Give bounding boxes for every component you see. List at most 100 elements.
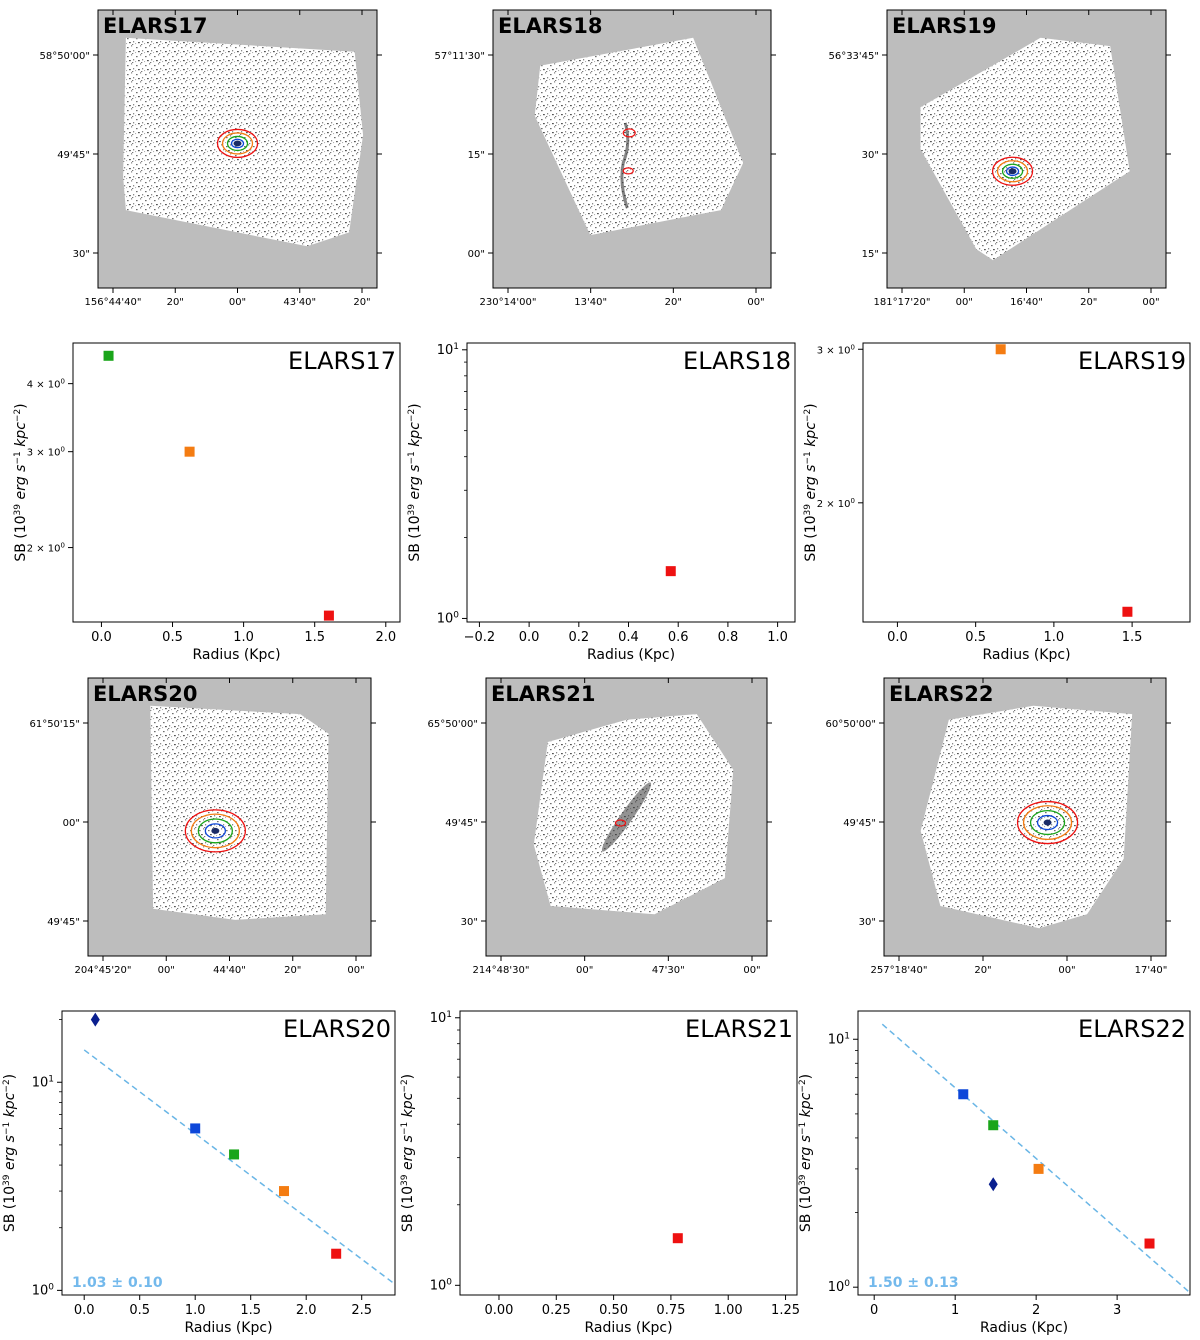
dec-tick-label: 15" <box>862 249 879 260</box>
ra-tick-label: 20" <box>1080 297 1097 308</box>
contour-green <box>1029 810 1066 836</box>
dec-tick-label: 15" <box>468 150 485 161</box>
x-axis-label: Radius (Kpc) <box>192 647 280 663</box>
ra-tick-label: 00" <box>347 965 364 976</box>
image-panel-elars19: 181°17'20" 00" 16'40" 20" 00" 56°33'45" 30" 15"… <box>828 9 1171 308</box>
x-axis-label: Radius (Kpc) <box>982 647 1070 663</box>
dec-tick-label: 49'45" <box>843 818 876 829</box>
plot-frame <box>459 1010 798 1296</box>
y-tick-label: 3 × 100 <box>27 446 65 459</box>
x-tick-label: 0.4 <box>618 630 639 645</box>
dec-tick-label: 30" <box>862 150 879 161</box>
ra-tick-label: 00" <box>1058 965 1075 976</box>
dec-tick-label: 30" <box>73 249 90 260</box>
panel-title: ELARS18 <box>683 347 791 375</box>
scatter-panel-elars22: 0 1 2 3 100 101 Radius (Kpc) SB (1039 erg s−1 k… <box>798 1010 1191 1336</box>
ra-tick-label: 20" <box>353 297 370 308</box>
contour-blue <box>204 823 227 839</box>
data-point-green-square <box>988 1120 999 1131</box>
contour-red <box>991 156 1034 186</box>
x-axis-label: Radius (Kpc) <box>980 1320 1068 1336</box>
x-axis-label: Radius (Kpc) <box>184 1320 272 1336</box>
dec-tick-label: 00" <box>468 249 485 260</box>
contour-red <box>622 167 634 175</box>
x-tick-label: 0.0 <box>91 630 112 645</box>
x-tick-label: 2.5 <box>351 1303 372 1318</box>
x-tick-label: 2 <box>1032 1303 1040 1318</box>
y-axis-label: SB (1039 erg s−1 kpc−2) <box>798 1074 814 1232</box>
x-tick-label: 0.50 <box>599 1303 628 1318</box>
galaxy-core <box>1008 168 1017 175</box>
panel-title: ELARS20 <box>93 682 198 706</box>
data-point-orange-square <box>279 1186 289 1197</box>
y-axis-label: SB (1039 erg s−1 kpc−2) <box>803 403 819 561</box>
x-tick-label: 1.0 <box>1044 630 1065 645</box>
image-panel-elars17: 156°44'40" 20" 00" 43'40" 20" 58°50'00" 49'45"… <box>39 9 382 308</box>
contour-red <box>622 128 636 138</box>
ra-tick-label: 00" <box>747 297 764 308</box>
x-tick-label: 0.2 <box>568 630 589 645</box>
detector-footprint <box>920 37 1130 261</box>
dec-tick-label: 60°50'00" <box>825 719 876 730</box>
galaxy-core <box>1043 819 1052 826</box>
x-tick-label: 1.25 <box>771 1303 800 1318</box>
contour-green <box>226 135 249 152</box>
fit-line <box>881 1023 1191 1294</box>
x-tick-label: 0 <box>870 1303 878 1318</box>
y-tick-label: 100 <box>430 1277 453 1293</box>
panel-title: ELARS18 <box>498 14 603 38</box>
fit-line <box>83 1049 396 1285</box>
detector-footprint <box>534 37 744 236</box>
ra-tick-label: 181°17'20" <box>874 297 931 308</box>
data-point-orange-square <box>995 344 1006 355</box>
plot-frame <box>857 1010 1191 1296</box>
data-point-red-square <box>331 1248 342 1259</box>
ra-tick-label: 20" <box>665 297 682 308</box>
ra-tick-label: 17'40" <box>1135 965 1168 976</box>
galaxy-streak <box>620 122 630 209</box>
panel-title: ELARS19 <box>892 14 997 38</box>
plot-frame <box>72 342 401 623</box>
panel-title: ELARS21 <box>491 682 596 706</box>
data-point-orange-square <box>1033 1163 1044 1174</box>
x-tick-label: −0.2 <box>464 630 496 645</box>
data-point-navy-diamond <box>90 1012 100 1027</box>
data-point-red-square <box>1122 606 1133 617</box>
y-tick-label: 101 <box>430 1010 452 1026</box>
data-point-navy-diamond <box>988 1177 998 1192</box>
data-point-orange-square <box>184 446 195 457</box>
data-point-green-square <box>229 1149 240 1160</box>
ra-tick-label: 16'40" <box>1010 297 1043 308</box>
plot-frame <box>862 342 1191 623</box>
ra-tick-label: 204°45'20" <box>75 965 132 976</box>
data-point-red-square <box>665 566 676 577</box>
scatter-panel-elars18: −0.2 0.0 0.2 0.4 0.6 0.8 1.0 100 101 Radius (Kpc)… <box>407 342 796 663</box>
contour-blue <box>1005 166 1020 177</box>
x-tick-label: 0.6 <box>668 630 689 645</box>
x-tick-label: 0.0 <box>74 1303 95 1318</box>
contour-blue <box>1036 814 1059 831</box>
x-tick-label: 1.5 <box>304 630 325 645</box>
y-tick-label: 4 × 100 <box>27 378 65 391</box>
scatter-panel-elars20: 0.0 0.5 1.0 1.5 2.0 2.5 100 101 Radius (Kpc) SB (… <box>2 1010 396 1336</box>
x-tick-label: 0.0 <box>887 630 908 645</box>
y-axis-label: SB (1039 erg s−1 kpc−2) <box>2 1074 18 1232</box>
contour-red <box>216 128 259 159</box>
contour-orange <box>996 160 1029 183</box>
ra-tick-label: 13'40" <box>574 297 607 308</box>
y-tick-label: 3 × 100 <box>817 343 855 356</box>
y-tick-label: 101 <box>828 1031 850 1047</box>
ra-tick-label: 20" <box>167 297 184 308</box>
galaxy-core <box>233 140 242 147</box>
x-tick-label: 1.0 <box>185 1303 206 1318</box>
x-tick-label: 1.5 <box>1122 630 1143 645</box>
panel-title: ELARS22 <box>1078 1015 1186 1043</box>
contour-red <box>1016 800 1079 845</box>
contour-red <box>184 809 247 853</box>
panel-title: ELARS20 <box>283 1015 391 1043</box>
x-tick-label: 0.5 <box>162 630 183 645</box>
dec-tick-label: 00" <box>63 818 80 829</box>
panel-title: ELARS17 <box>103 14 208 38</box>
x-tick-label: 0.8 <box>718 630 739 645</box>
